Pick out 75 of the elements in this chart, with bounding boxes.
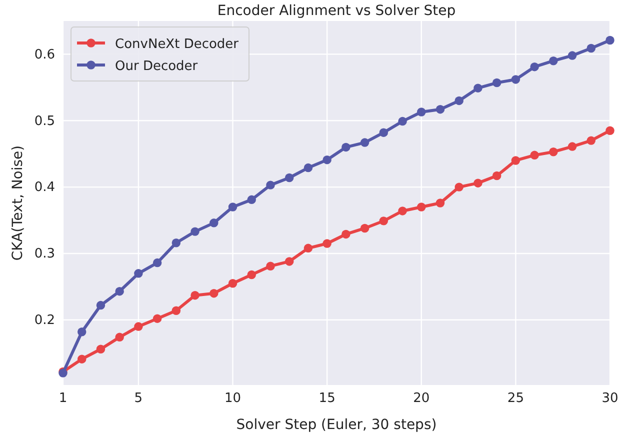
point bbox=[360, 224, 370, 233]
y-tick-label: 0.3 bbox=[34, 246, 55, 262]
point bbox=[549, 56, 558, 66]
point bbox=[210, 288, 218, 298]
y-tick-label: 0.2 bbox=[34, 313, 55, 328]
y-tick-label: 0.4 bbox=[34, 180, 55, 196]
point bbox=[190, 227, 200, 236]
point bbox=[586, 44, 596, 53]
point bbox=[398, 206, 407, 216]
point bbox=[266, 262, 275, 270]
point bbox=[454, 182, 464, 192]
point bbox=[322, 155, 332, 164]
point bbox=[586, 136, 596, 145]
point bbox=[417, 108, 426, 116]
point bbox=[228, 279, 238, 288]
point bbox=[96, 300, 106, 310]
point bbox=[96, 344, 106, 354]
point bbox=[474, 84, 482, 92]
point bbox=[360, 138, 370, 147]
point bbox=[492, 171, 502, 180]
point bbox=[342, 230, 350, 239]
x-tick-label: 20 bbox=[413, 391, 430, 406]
point bbox=[568, 142, 577, 151]
x-tick-label: 5 bbox=[134, 391, 143, 406]
point bbox=[568, 51, 577, 60]
point bbox=[115, 332, 124, 342]
point bbox=[530, 150, 539, 160]
point bbox=[228, 202, 238, 212]
y-tick-label: 0.5 bbox=[34, 114, 55, 129]
y-axis-title: CKA(Text, Noise) bbox=[10, 145, 26, 261]
point bbox=[152, 314, 162, 323]
point bbox=[606, 126, 614, 135]
point bbox=[304, 163, 313, 172]
point bbox=[266, 180, 275, 190]
point bbox=[247, 195, 256, 204]
x-tick-label: 25 bbox=[507, 391, 524, 406]
x-tick-label: 30 bbox=[602, 391, 618, 406]
point bbox=[436, 104, 445, 114]
point bbox=[379, 216, 388, 226]
point bbox=[304, 244, 313, 253]
x-tick-label: 15 bbox=[318, 391, 336, 406]
point bbox=[511, 75, 520, 84]
point bbox=[115, 286, 124, 296]
point bbox=[606, 36, 614, 45]
point bbox=[474, 178, 482, 188]
point bbox=[77, 354, 86, 364]
y-tick-label: 0.6 bbox=[34, 47, 55, 62]
point bbox=[511, 156, 520, 165]
point bbox=[284, 173, 294, 182]
point bbox=[436, 198, 445, 208]
x-tick-label: 1 bbox=[58, 391, 68, 406]
point bbox=[172, 306, 181, 315]
legend-label: Our Decoder bbox=[115, 59, 198, 74]
point bbox=[77, 328, 86, 336]
point bbox=[172, 238, 181, 248]
point bbox=[417, 202, 426, 212]
point bbox=[284, 257, 294, 266]
point bbox=[398, 116, 407, 126]
point bbox=[190, 290, 200, 300]
x-tick-label: 10 bbox=[224, 391, 242, 406]
point bbox=[530, 62, 539, 72]
point bbox=[322, 239, 332, 248]
point bbox=[247, 270, 256, 280]
point bbox=[492, 78, 502, 88]
chart-title: Encoder Alignment vs Solver Step bbox=[217, 3, 456, 19]
point bbox=[379, 128, 388, 137]
point bbox=[454, 96, 464, 106]
legend-label: ConvNeXt Decoder bbox=[115, 37, 240, 52]
point bbox=[342, 142, 350, 152]
point bbox=[549, 147, 558, 156]
x-axis-title: Solver Step (Euler, 30 steps) bbox=[236, 417, 437, 433]
point bbox=[210, 218, 218, 228]
point bbox=[134, 322, 143, 331]
point bbox=[134, 269, 143, 278]
point bbox=[152, 258, 162, 268]
